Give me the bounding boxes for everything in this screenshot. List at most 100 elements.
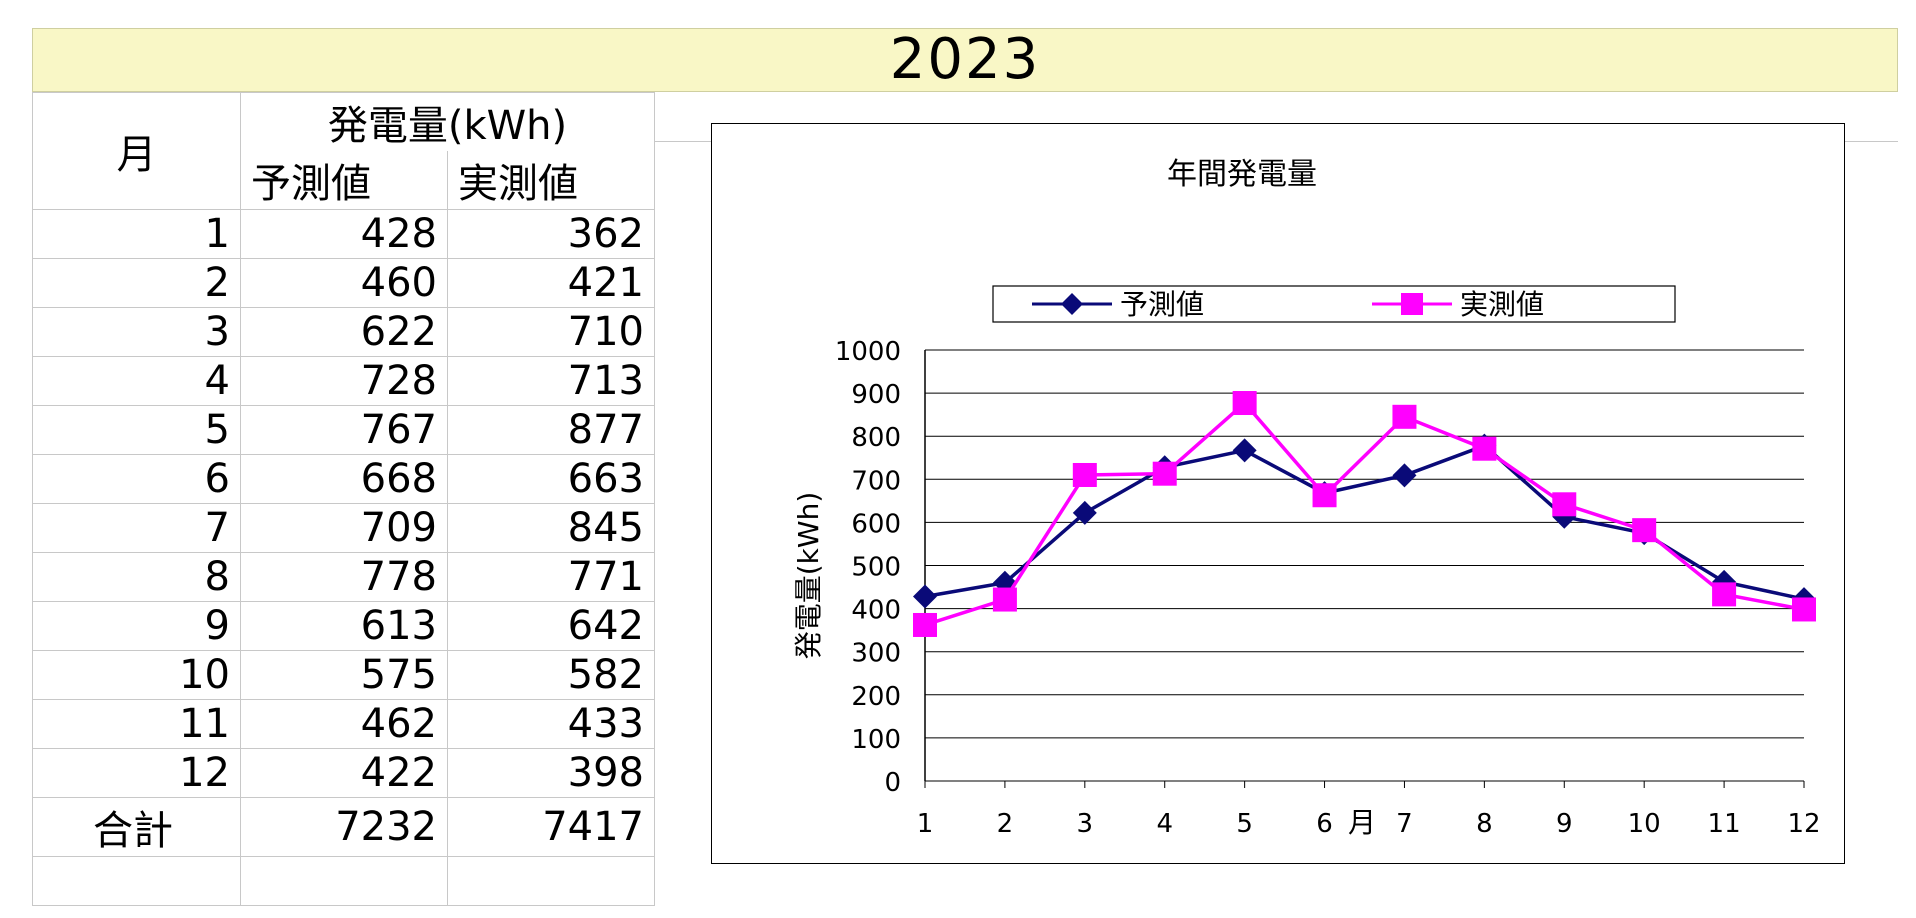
x-tick-label: 6 xyxy=(1316,809,1333,839)
actual-cell[interactable]: 398 xyxy=(447,748,655,798)
table-row: 7 709 845 xyxy=(32,503,655,553)
month-cell[interactable]: 11 xyxy=(32,699,241,749)
table-row: 5 767 877 xyxy=(32,405,655,455)
data-point xyxy=(1472,436,1497,461)
predicted-cell[interactable]: 778 xyxy=(240,552,448,602)
actual-cell[interactable]: 421 xyxy=(447,258,655,308)
spreadsheet: 2023 月 発電量(kWh) 予測値 実測値 1 428 362 2 460 421 3 6… xyxy=(32,28,1898,918)
chart-title: 年間発電量 xyxy=(1167,157,1317,192)
month-cell[interactable]: 7 xyxy=(32,503,241,553)
y-tick-label: 700 xyxy=(851,466,901,496)
x-tick-label: 1 xyxy=(917,809,934,839)
x-tick-label: 2 xyxy=(997,809,1014,839)
actual-header[interactable]: 実測値 xyxy=(447,151,655,210)
empty-row xyxy=(32,856,655,906)
legend-marker xyxy=(1401,293,1423,315)
x-tick-label: 3 xyxy=(1077,809,1094,839)
month-cell[interactable]: 12 xyxy=(32,748,241,798)
predicted-cell[interactable]: 622 xyxy=(240,307,448,357)
month-cell[interactable]: 1 xyxy=(32,209,241,259)
data-point xyxy=(1152,461,1177,486)
month-cell[interactable]: 5 xyxy=(32,405,241,455)
data-point xyxy=(1632,518,1657,543)
generation-header[interactable]: 発電量(kWh) xyxy=(240,92,655,151)
month-cell[interactable]: 4 xyxy=(32,356,241,406)
actual-cell[interactable]: 710 xyxy=(447,307,655,357)
actual-cell[interactable]: 582 xyxy=(447,650,655,700)
y-tick-label: 100 xyxy=(851,725,901,755)
table-row: 6 668 663 xyxy=(32,454,655,504)
table-row: 1 428 362 xyxy=(32,209,655,259)
legend-marker xyxy=(1061,293,1083,315)
empty-cell[interactable] xyxy=(240,856,448,906)
table-row: 12 422 398 xyxy=(32,748,655,798)
month-header[interactable]: 月 xyxy=(32,92,241,210)
data-point xyxy=(1712,569,1737,594)
x-tick-label: 11 xyxy=(1708,809,1741,839)
predicted-cell[interactable]: 460 xyxy=(240,258,448,308)
empty-cell[interactable] xyxy=(447,856,655,906)
predicted-cell[interactable]: 575 xyxy=(240,650,448,700)
month-cell[interactable]: 8 xyxy=(32,552,241,602)
table-row: 11 462 433 xyxy=(32,699,655,749)
y-tick-label: 1000 xyxy=(835,337,901,367)
y-tick-label: 400 xyxy=(851,596,901,626)
actual-cell[interactable]: 362 xyxy=(447,209,655,259)
data-point xyxy=(1232,438,1257,463)
actual-cell[interactable]: 845 xyxy=(447,503,655,553)
month-cell[interactable]: 9 xyxy=(32,601,241,651)
x-tick-label: 8 xyxy=(1476,809,1493,839)
data-point xyxy=(1712,582,1737,607)
predicted-cell[interactable]: 709 xyxy=(240,503,448,553)
predicted-cell[interactable]: 728 xyxy=(240,356,448,406)
series-line xyxy=(924,400,1805,627)
month-cell[interactable]: 10 xyxy=(32,650,241,700)
actual-cell[interactable]: 771 xyxy=(447,552,655,602)
table-row: 8 778 771 xyxy=(32,552,655,602)
legend-label: 実測値 xyxy=(1460,288,1544,321)
x-tick-label: 10 xyxy=(1628,809,1661,839)
y-tick-label: 900 xyxy=(851,380,901,410)
predicted-cell[interactable]: 462 xyxy=(240,699,448,749)
actual-cell[interactable]: 877 xyxy=(447,405,655,455)
y-tick-label: 800 xyxy=(851,423,901,453)
total-label[interactable]: 合計 xyxy=(32,797,241,857)
y-tick-label: 500 xyxy=(851,553,901,583)
y-tick-label: 200 xyxy=(851,682,901,712)
month-cell[interactable]: 3 xyxy=(32,307,241,357)
actual-cell[interactable]: 713 xyxy=(447,356,655,406)
predicted-cell[interactable]: 613 xyxy=(240,601,448,651)
x-tick-label: 5 xyxy=(1236,809,1253,839)
y-tick-label: 300 xyxy=(851,639,901,669)
data-point xyxy=(1072,500,1097,525)
predicted-cell[interactable]: 668 xyxy=(240,454,448,504)
month-cell[interactable]: 6 xyxy=(32,454,241,504)
data-point xyxy=(1552,492,1577,517)
chart-area[interactable]: 年間発電量 0 100 200 300 400 500 600 700 800 900 1000 1 2 3… xyxy=(711,123,1845,864)
table-row: 9 613 642 xyxy=(32,601,655,651)
table-row: 10 575 582 xyxy=(32,650,655,700)
data-point xyxy=(1072,462,1097,487)
actual-cell[interactable]: 433 xyxy=(447,699,655,749)
data-point xyxy=(913,612,937,637)
table-row: 3 622 710 xyxy=(32,307,655,357)
actual-cell[interactable]: 642 xyxy=(447,601,655,651)
total-predicted[interactable]: 7232 xyxy=(240,797,448,857)
x-tick-label: 12 xyxy=(1787,809,1820,839)
empty-cell[interactable] xyxy=(32,856,241,906)
predicted-cell[interactable]: 428 xyxy=(240,209,448,259)
y-tick-label: 600 xyxy=(851,509,901,539)
total-actual[interactable]: 7417 xyxy=(447,797,655,857)
y-axis-label: 発電量(kWh) xyxy=(792,492,825,660)
x-tick-label: 9 xyxy=(1556,809,1573,839)
data-point xyxy=(992,587,1017,612)
year-title: 2023 xyxy=(32,28,1898,92)
predicted-cell[interactable]: 422 xyxy=(240,748,448,798)
x-tick-label: 4 xyxy=(1156,809,1173,839)
actual-cell[interactable]: 663 xyxy=(447,454,655,504)
month-cell[interactable]: 2 xyxy=(32,258,241,308)
predicted-header[interactable]: 予測値 xyxy=(240,151,448,210)
x-axis-label: 月 xyxy=(1348,806,1376,839)
predicted-cell[interactable]: 767 xyxy=(240,405,448,455)
